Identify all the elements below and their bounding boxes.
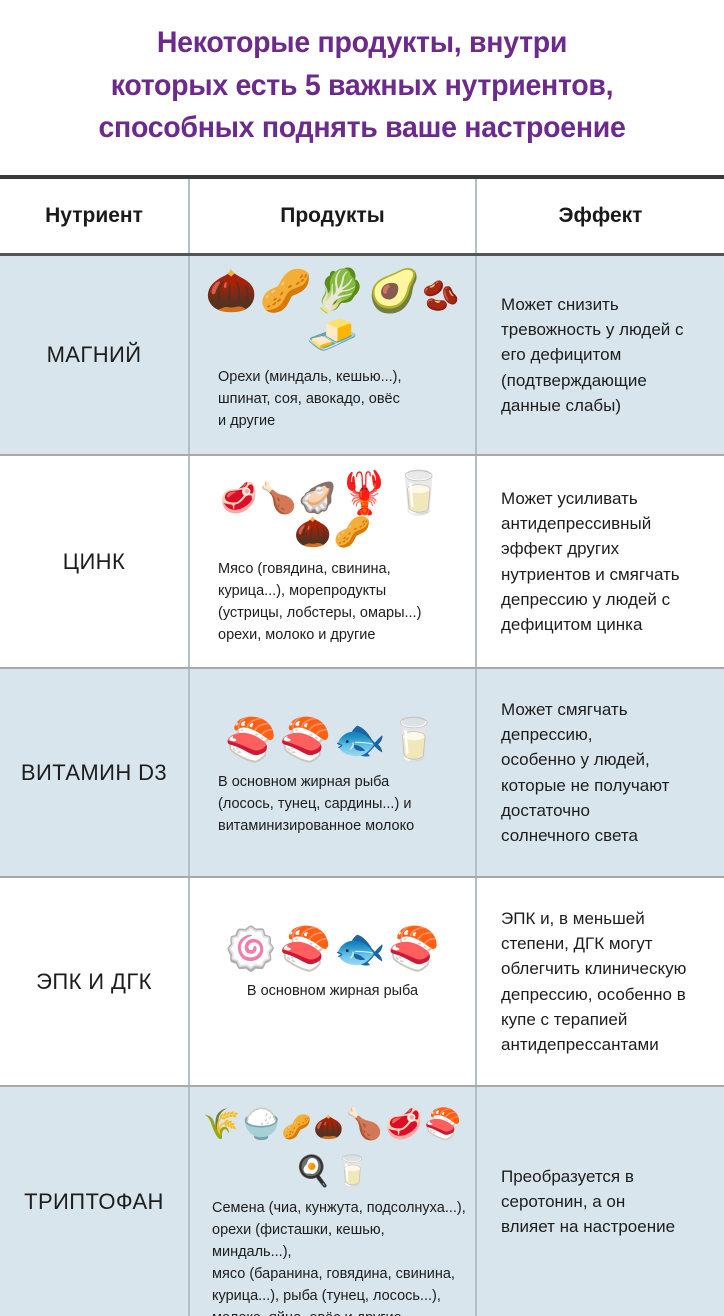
seeds-icon: 🌾: [203, 1108, 241, 1141]
food-icon-strip: 🥩 🍗 🦪 🦞 🥛 🌰 🥜: [190, 456, 475, 552]
spinach-icon: 🥬: [313, 267, 367, 314]
column-header-products: Продукты: [280, 204, 385, 227]
column-header-nutrient: Нутриент: [45, 204, 143, 227]
nutrient-label: ТРИПТОФАН: [24, 1188, 164, 1214]
nutrient-label: ЦИНК: [62, 548, 126, 574]
milk-carton-icon: 🥛: [333, 1155, 371, 1188]
cell-products: 🌾 🍚 🥜 🌰 🍗 🥩 🍣 🍳 🥛 Семена (чиа, кунжута, …: [190, 1087, 477, 1316]
effect-description: Может смягчать депрессию, особенно у люд…: [501, 700, 670, 845]
rice-icon: 🍚: [242, 1108, 280, 1141]
food-icon-strip: 🍣 🍣 🐟 🥛: [190, 669, 475, 765]
products-description: Орехи (миндаль, кешью...), шпинат, соя, …: [218, 369, 402, 430]
effect-description: Может усиливать антидепрессивный эффект …: [501, 489, 680, 634]
cell-nutrient: ТРИПТОФАН: [0, 1087, 190, 1316]
nutrient-label: ВИТАМИН D3: [20, 759, 168, 785]
cell-nutrient: МАГНИЙ: [0, 256, 190, 454]
cell-effect: Может снизить тревожность у людей с его …: [477, 256, 724, 454]
column-header-effect: Эффект: [558, 204, 643, 227]
effect-description: ЭПК и, в меньшей степени, ДГК могут обле…: [501, 909, 687, 1054]
food-icon-strip: 🌰 🥜 🥬 🥑 🫘 🧈: [190, 256, 475, 360]
oyster-icon: 🦪: [298, 482, 337, 515]
cell-nutrient: ЦИНК: [0, 456, 190, 667]
products-description: В основном жирная рыба (лосось, тунец, с…: [218, 774, 415, 835]
nutrient-label: ЭПК И ДГК: [36, 968, 152, 994]
pistachio-icon: 🌰: [313, 1114, 344, 1141]
almonds-icon: 🌰: [205, 267, 258, 314]
table-row: ВИТАМИН D3 🍣 🍣 🐟 🥛 В основном жирная рыб…: [0, 669, 724, 878]
table-row: ЭПК И ДГК 🍥 🍣 🐟 🍣 В основном жирная рыба…: [0, 878, 724, 1087]
food-icon-strip: 🍥 🍣 🐟 🍣: [190, 878, 475, 974]
food-icon-strip: 🌾 🍚 🥜 🌰 🍗 🥩 🍣 🍳 🥛: [190, 1087, 475, 1191]
cell-products: 🥩 🍗 🦪 🦞 🥛 🌰 🥜 Мясо (говядина, свинина, к…: [190, 456, 477, 667]
products-description: Мясо (говядина, свинина, курица...), мор…: [218, 561, 422, 644]
header-cell-products: Продукты: [190, 179, 477, 253]
egg-icon: 🍳: [294, 1155, 332, 1188]
header-cell-nutrient: Нутриент: [0, 179, 190, 253]
salmon-steak-icon: 🍣: [424, 1108, 462, 1141]
lobster-icon: 🦞: [338, 469, 391, 516]
tofu-icon: 🧈: [306, 311, 359, 358]
soybeans-icon: 🫘: [422, 280, 460, 313]
cell-nutrient: ВИТАМИН D3: [0, 669, 190, 876]
products-description: В основном жирная рыба: [246, 983, 419, 999]
steak-icon: 🥩: [220, 482, 258, 515]
meat-icon: 🥩: [385, 1108, 423, 1141]
chicken-icon: 🍗: [345, 1108, 384, 1141]
sushi-icon: 🍣: [387, 925, 441, 972]
chicken-leg-icon: 🍗: [259, 482, 297, 515]
nutrients-table: Нутриент Продукты Эффект МАГНИЙ 🌰 🥜 🥬 🥑 …: [0, 175, 724, 1316]
effect-description: Может снизить тревожность у людей с его …: [501, 295, 684, 415]
table-row: ЦИНК 🥩 🍗 🦪 🦞 🥛 🌰 🥜 Мясо (говядина, свини…: [0, 456, 724, 669]
sushi-icon: 🍣: [279, 716, 332, 763]
cell-products: 🌰 🥜 🥬 🥑 🫘 🧈 Орехи (миндаль, кешью...), ш…: [190, 256, 477, 454]
peanuts-icon: 🥜: [281, 1114, 312, 1141]
products-description: Семена (чиа, кунжута, подсолнуха...), ор…: [212, 1200, 466, 1316]
salmon-steak-icon: 🍣: [224, 716, 278, 763]
title-block: Некоторые продукты, внутри которых есть …: [0, 0, 724, 175]
cashew-icon: 🥜: [333, 516, 371, 549]
cell-products: 🍥 🍣 🐟 🍣 В основном жирная рыба: [190, 878, 477, 1085]
cell-effect: ЭПК и, в меньшей степени, ДГК могут обле…: [477, 878, 724, 1085]
fish-icon: 🐟: [333, 716, 386, 763]
fish-icon: 🐟: [333, 925, 386, 972]
milk-carton-icon: 🥛: [392, 469, 445, 516]
almonds-icon: 🌰: [294, 516, 332, 549]
cashew-icon: 🥜: [259, 267, 312, 314]
cell-effect: Преобразуется в серотонин, а он влияет н…: [477, 1087, 724, 1316]
effect-description: Преобразуется в серотонин, а он влияет н…: [501, 1166, 676, 1237]
nutrient-label: МАГНИЙ: [46, 342, 142, 367]
table-row: ТРИПТОФАН 🌾 🍚 🥜 🌰 🍗 🥩 🍣 🍳 🥛 Семена (чиа,…: [0, 1087, 724, 1316]
table-row: МАГНИЙ 🌰 🥜 🥬 🥑 🫘 🧈 Орехи (миндаль, кешью…: [0, 256, 724, 456]
milk-carton-icon: 🥛: [387, 716, 441, 763]
cell-effect: Может смягчать депрессию, особенно у люд…: [477, 669, 724, 876]
table-header-row: Нутриент Продукты Эффект: [0, 179, 724, 256]
cell-nutrient: ЭПК И ДГК: [0, 878, 190, 1085]
cell-products: 🍣 🍣 🐟 🥛 В основном жирная рыба (лосось, …: [190, 669, 477, 876]
page-title: Некоторые продукты, внутри которых есть …: [98, 26, 626, 145]
cell-effect: Может усиливать антидепрессивный эффект …: [477, 456, 724, 667]
salmon-steak-icon: 🍣: [279, 925, 332, 972]
avocado-icon: 🥑: [368, 267, 421, 314]
header-cell-effect: Эффект: [477, 179, 724, 253]
caviar-sushi-icon: 🍥: [224, 925, 278, 972]
